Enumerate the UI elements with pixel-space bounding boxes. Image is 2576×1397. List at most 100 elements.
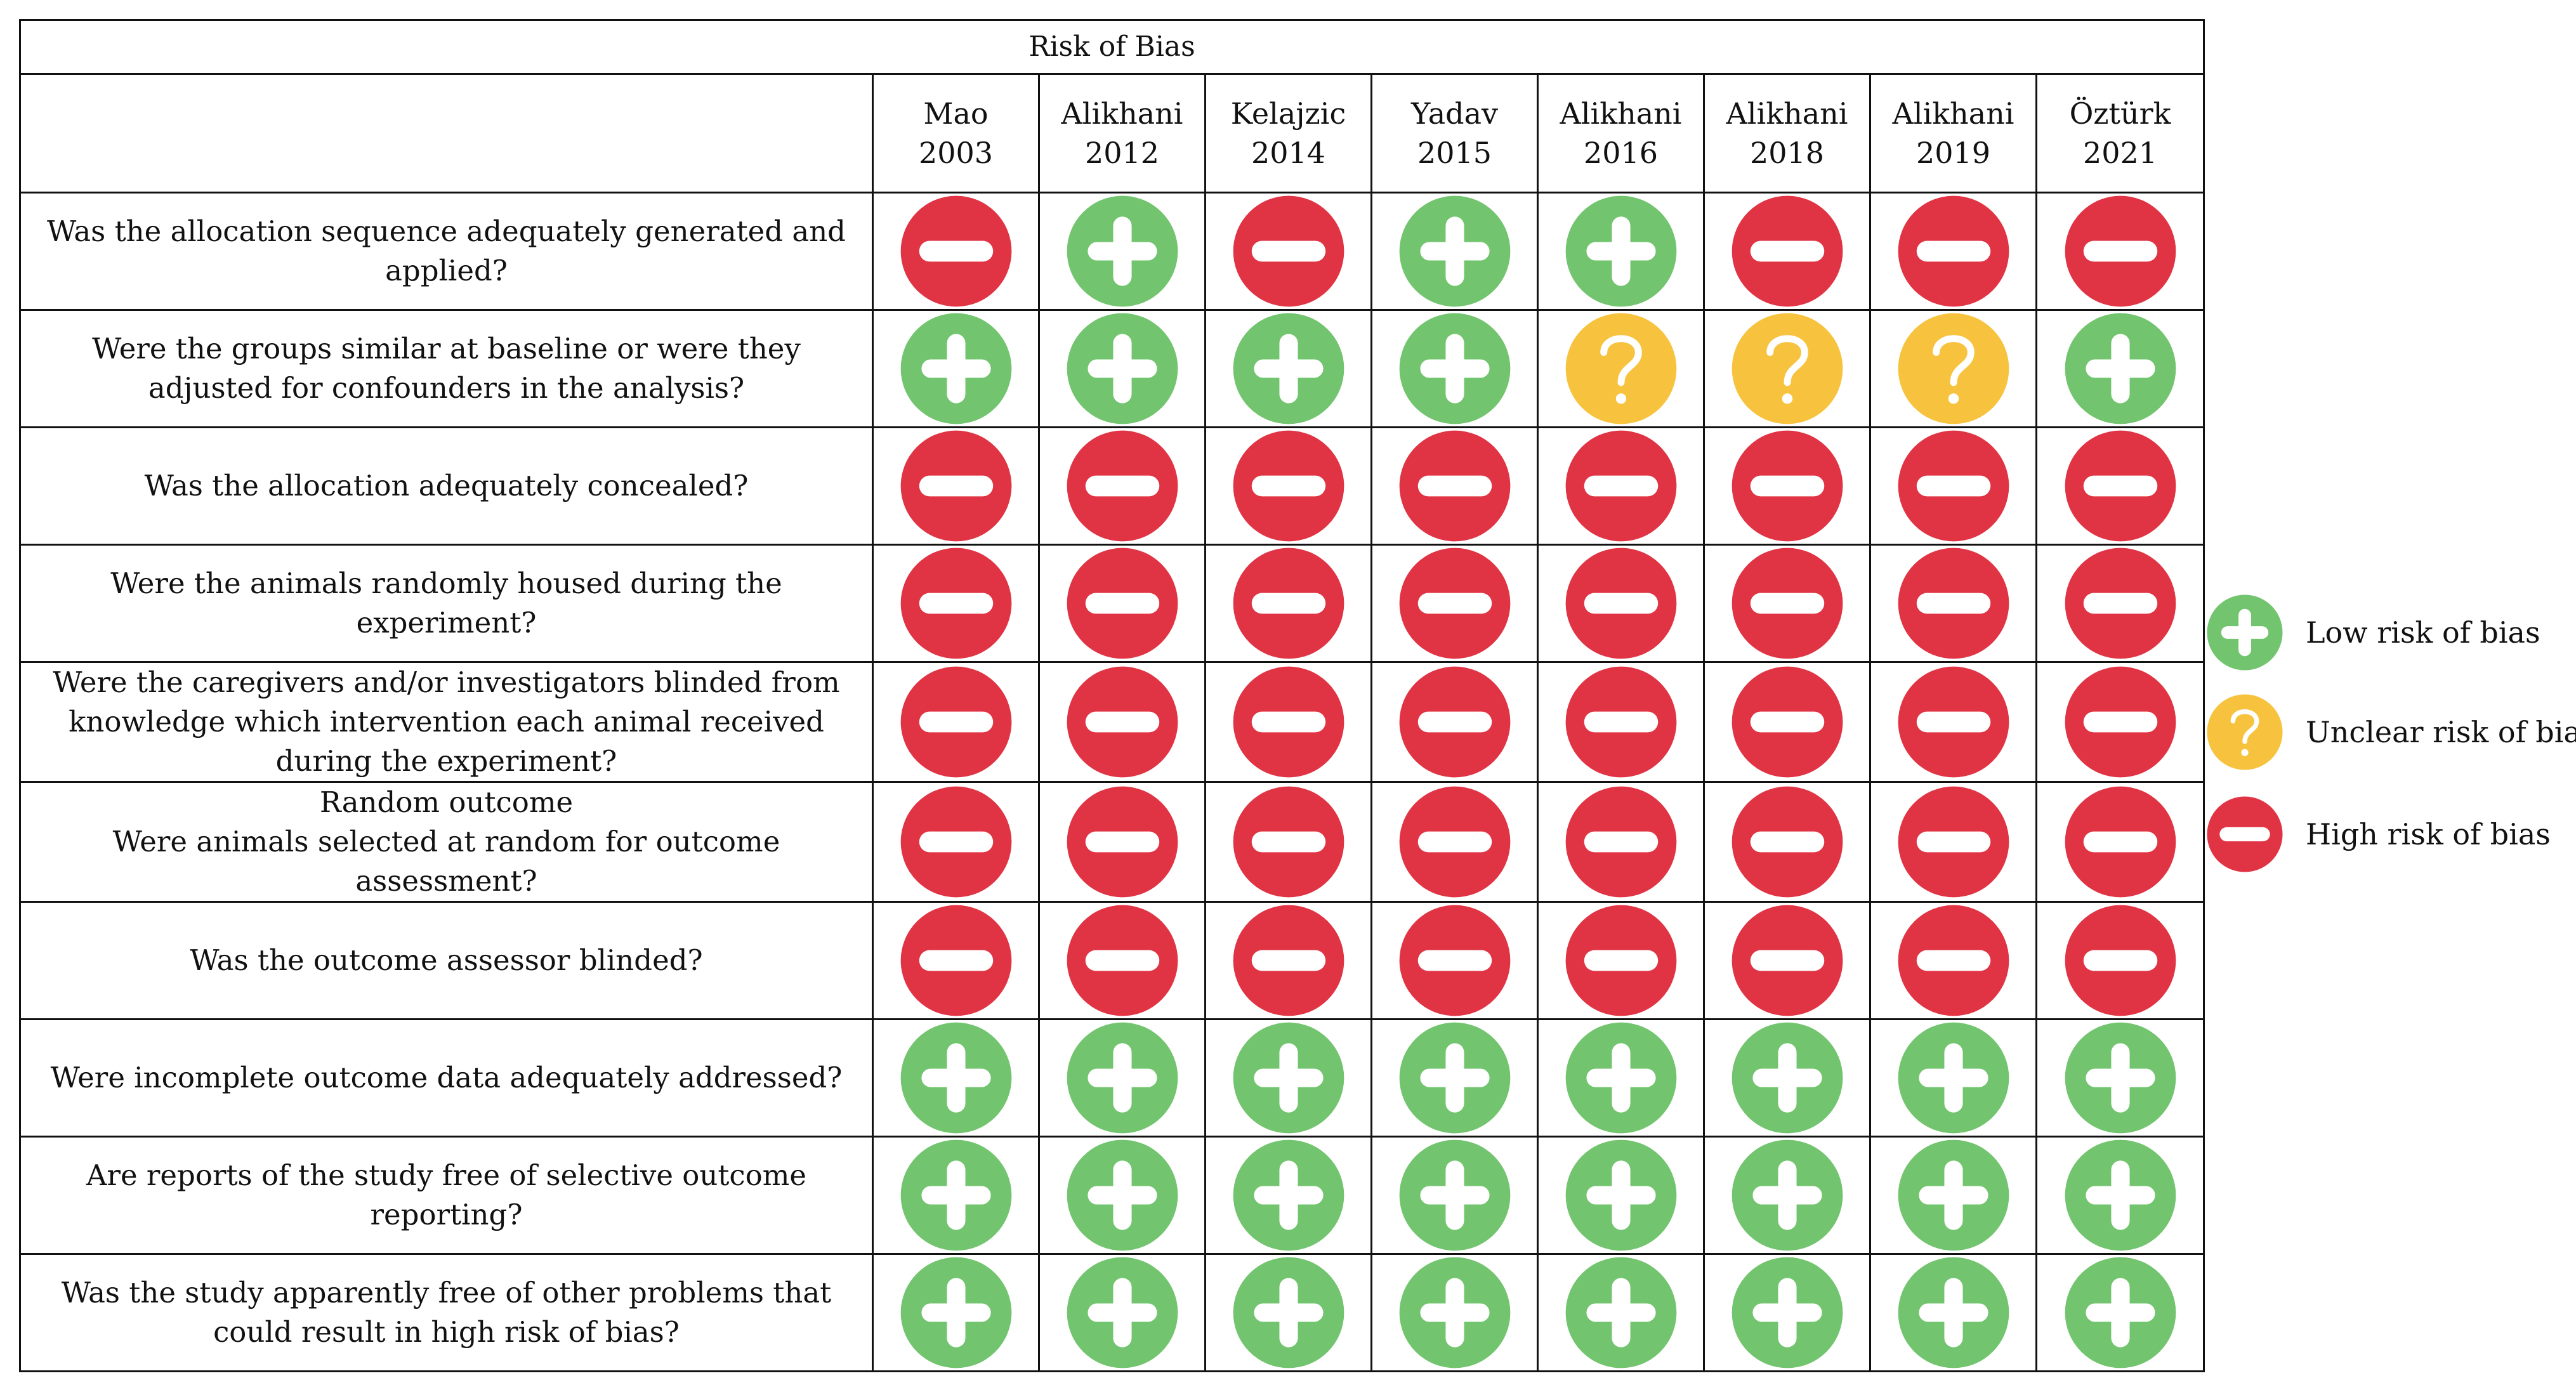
judgement-cell — [1204, 1018, 1372, 1138]
judgement-cell — [872, 781, 1040, 903]
high-risk-icon — [1732, 548, 1843, 659]
judgement-cell — [1038, 781, 1206, 903]
judgement-cell — [1204, 192, 1372, 311]
low-risk-icon — [1898, 1022, 2009, 1134]
judgement-cell — [1869, 1018, 2037, 1138]
question-text: Were the animals randomly housed during … — [19, 544, 874, 663]
study-header-3: Kelajzic 2014 — [1204, 73, 1372, 193]
judgement-cell — [1204, 544, 1372, 663]
judgement-cell — [1537, 1136, 1705, 1255]
judgement-cell — [1038, 309, 1206, 428]
low-risk-icon — [1565, 1022, 1676, 1134]
high-risk-icon — [1067, 666, 1178, 778]
risk-of-bias-table: Risk of Bias Mao 2003 Alikhani 2012 Kelajzic… — [18, 19, 2205, 1372]
judgement-cell — [1703, 192, 1871, 311]
high-risk-icon — [2207, 796, 2283, 872]
judgement-cell — [1370, 426, 1539, 546]
high-risk-icon — [900, 786, 1011, 898]
high-risk-icon — [1565, 548, 1676, 659]
judgement-cell — [1869, 781, 2037, 903]
unclear-risk-icon — [2207, 694, 2283, 770]
judgement-cell — [1370, 661, 1539, 783]
question-text: Random outcome Were animals selected at … — [19, 781, 874, 903]
judgement-cell — [2035, 1136, 2205, 1255]
high-risk-icon — [1233, 195, 1344, 307]
judgement-cell — [1038, 544, 1206, 663]
low-risk-icon — [1399, 195, 1510, 307]
judgement-cell — [1703, 309, 1871, 428]
low-risk-icon — [1067, 1257, 1178, 1368]
high-risk-icon — [1233, 548, 1344, 659]
judgement-cell — [2035, 426, 2205, 546]
judgement-cell — [1869, 544, 2037, 663]
table-row: Was the allocation adequately concealed? — [19, 426, 2205, 546]
unclear-risk-icon — [1898, 313, 2009, 424]
judgement-cell — [1038, 1136, 1206, 1255]
study-name: Alikhani — [1061, 96, 1183, 131]
high-risk-icon — [1233, 666, 1344, 778]
judgement-cell — [1703, 1253, 1871, 1372]
judgement-cell — [2035, 901, 2205, 1020]
study-year: 2012 — [1084, 136, 1160, 170]
question-text: Are reports of the study free of selecti… — [19, 1136, 874, 1255]
high-risk-icon — [900, 430, 1011, 542]
high-risk-icon — [1399, 905, 1510, 1016]
judgement-cell — [1038, 192, 1206, 311]
study-year: 2018 — [1749, 136, 1825, 170]
question-text: Were incomplete outcome data adequately … — [19, 1018, 874, 1138]
judgement-cell — [1703, 544, 1871, 663]
judgement-cell — [1038, 426, 1206, 546]
judgement-cell — [1370, 192, 1539, 311]
judgement-cell — [1869, 901, 2037, 1020]
low-risk-icon — [1565, 195, 1676, 307]
high-risk-icon — [2065, 548, 2176, 659]
judgement-cell — [1038, 1018, 1206, 1138]
judgement-cell — [2035, 1253, 2205, 1372]
legend-item-high: High risk of bias — [2205, 795, 2576, 874]
high-risk-icon — [2065, 195, 2176, 307]
study-year: 2016 — [1583, 136, 1659, 170]
judgement-cell — [1869, 426, 2037, 546]
low-risk-icon — [900, 1139, 1011, 1251]
high-risk-icon — [1067, 430, 1178, 542]
judgement-cell — [872, 544, 1040, 663]
table-row: Random outcome Were animals selected at … — [19, 781, 2205, 903]
low-risk-icon — [1732, 1139, 1843, 1251]
legend-label: High risk of bias — [2306, 817, 2551, 851]
judgement-cell — [1038, 1253, 1206, 1372]
low-risk-icon — [900, 1257, 1011, 1368]
high-risk-icon — [1399, 666, 1510, 778]
high-risk-icon — [900, 905, 1011, 1016]
low-risk-icon — [900, 313, 1011, 424]
judgement-cell — [1537, 901, 1705, 1020]
low-risk-icon — [1565, 1139, 1676, 1251]
low-risk-icon — [2207, 594, 2283, 671]
judgement-cell — [1370, 781, 1539, 903]
judgement-cell — [1204, 901, 1372, 1020]
study-year: 2021 — [2082, 136, 2158, 170]
high-risk-icon — [900, 548, 1011, 659]
study-header-6: Alikhani 2018 — [1703, 73, 1871, 193]
low-risk-icon — [1067, 313, 1178, 424]
question-text: Were the groups similar at baseline or w… — [19, 309, 874, 428]
judgement-cell — [1537, 544, 1705, 663]
high-risk-icon — [900, 195, 1011, 307]
judgement-cell — [1204, 309, 1372, 428]
low-risk-icon — [2065, 1257, 2176, 1368]
high-risk-icon — [2065, 430, 2176, 542]
study-name: Alikhani — [1560, 96, 1682, 131]
high-risk-icon — [1898, 430, 2009, 542]
judgement-cell — [1703, 426, 1871, 546]
judgement-cell — [1370, 544, 1539, 663]
judgement-cell — [872, 309, 1040, 428]
study-name: Mao — [923, 96, 989, 131]
table-body: Was the allocation sequence adequately g… — [19, 192, 2205, 1372]
high-risk-icon — [1399, 786, 1510, 898]
judgement-cell — [2035, 661, 2205, 783]
judgement-cell — [872, 1253, 1040, 1372]
judgement-cell — [1869, 1136, 2037, 1255]
question-header-cell — [19, 73, 874, 193]
low-risk-icon — [1732, 1022, 1843, 1134]
judgement-cell — [1869, 309, 2037, 428]
high-risk-icon — [1565, 905, 1676, 1016]
